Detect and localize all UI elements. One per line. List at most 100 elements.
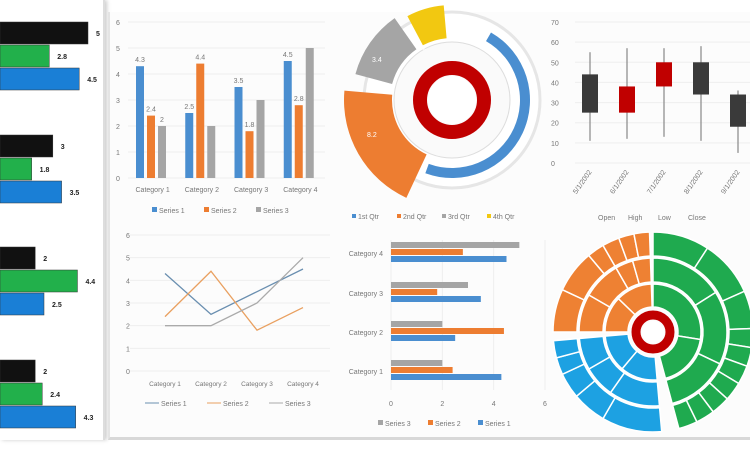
legend-swatch: [442, 214, 446, 218]
hbar: [391, 335, 456, 341]
sunburst-segment: [665, 352, 721, 405]
x-tick-label: Category 3: [241, 381, 273, 388]
legend-label: Series 1: [485, 421, 511, 428]
y-tick-label: 2: [126, 324, 130, 331]
y-tick-label: 40: [551, 80, 559, 87]
sunburst-segment: [578, 335, 611, 371]
line-series: [164, 268, 304, 316]
legend-swatch: [204, 207, 209, 212]
x-tick-label: 6/1/2002: [609, 169, 630, 195]
left-bar: [0, 44, 50, 68]
legend-label: 4th Qtr: [493, 214, 515, 221]
hbar: [391, 367, 453, 373]
left-bar-label: 2: [43, 256, 47, 263]
left-bar-label: 2.5: [52, 302, 62, 309]
column-bar: [294, 105, 303, 178]
y-tick-label: 20: [551, 121, 559, 128]
x-tick-label: 5/1/2002: [572, 169, 593, 195]
x-tick-label: 6: [543, 401, 547, 408]
data-label: 1.8: [245, 122, 255, 129]
legend-label: 1st Qtr: [358, 214, 380, 221]
sunburst-segment: [604, 333, 638, 370]
hbar: [391, 282, 468, 288]
left-bar: [0, 359, 36, 383]
left-bar-label: 4.3: [84, 415, 94, 422]
sunburst-segment: [671, 399, 698, 430]
y-tick-label: 3: [126, 301, 130, 308]
candle-body: [693, 62, 709, 95]
candle-body: [619, 86, 635, 113]
left-bar: [0, 405, 76, 429]
y-tick-label: 30: [551, 101, 559, 108]
y-tick-label: 5: [126, 256, 130, 263]
column-bar: [283, 61, 292, 178]
sunburst-center-ring: [631, 310, 675, 354]
legend-label: Series 3: [285, 401, 311, 408]
hbar: [391, 249, 463, 255]
column-bar: [234, 87, 243, 178]
sunburst-segment: [658, 335, 702, 380]
legend-label: 3rd Qtr: [448, 214, 470, 221]
candle-body: [582, 74, 598, 113]
data-label: 2.4: [146, 107, 156, 114]
x-tick-label: Category 2: [195, 381, 227, 388]
legend-swatch: [352, 214, 356, 218]
legend-label: 2nd Qtr: [403, 214, 427, 221]
left-bar-label: 2.8: [57, 54, 67, 61]
left-bar: [0, 134, 54, 158]
data-label: 3.4: [372, 57, 382, 64]
legend-label: Low: [658, 215, 672, 222]
x-tick-label: Category 1: [149, 381, 181, 388]
x-tick-label: Category 1: [136, 187, 170, 194]
legend-swatch: [428, 420, 433, 425]
left-bar-label: 4.5: [87, 77, 97, 84]
legend-swatch: [397, 214, 401, 218]
y-tick-label: 2: [116, 124, 120, 131]
data-label: 2: [160, 117, 164, 124]
x-tick-label: Category 4: [287, 381, 319, 388]
x-tick-label: 2: [440, 401, 444, 408]
candle-body: [656, 62, 672, 87]
left-bar-label: 1.8: [40, 167, 50, 174]
column-bar: [136, 66, 144, 178]
legend-swatch: [152, 207, 157, 212]
legend-swatch: [378, 420, 383, 425]
y-tick-label: Category 2: [349, 330, 383, 337]
x-tick-label: 7/1/2002: [646, 169, 667, 195]
line-series: [164, 270, 304, 332]
y-tick-label: 4: [116, 72, 120, 79]
data-label: 1.2: [417, 45, 427, 52]
x-tick-label: 9/1/2002: [720, 169, 741, 195]
data-label: 2.8: [294, 96, 304, 103]
column-bar: [305, 48, 314, 178]
y-tick-label: 3: [116, 98, 120, 105]
sunburst-segment: [633, 231, 652, 259]
y-tick-label: 6: [116, 20, 120, 27]
y-tick-label: 10: [551, 141, 559, 148]
left-bar: [0, 180, 62, 204]
line-series: [165, 257, 304, 327]
hbar: [391, 328, 504, 334]
data-label: 3.5: [234, 78, 244, 85]
hbar: [391, 374, 502, 380]
x-tick-label: 4: [492, 401, 496, 408]
y-tick-label: Category 4: [349, 251, 383, 258]
left-bar: [0, 67, 80, 91]
doughnut-slice-2nd-qtr: [344, 90, 427, 198]
legend-label: Series 2: [211, 208, 237, 215]
legend-label: Series 2: [435, 421, 461, 428]
legend-swatch: [256, 207, 261, 212]
y-tick-label: 50: [551, 60, 559, 67]
hbar: [391, 360, 443, 366]
y-tick-label: 1: [126, 346, 130, 353]
left-bar: [0, 382, 43, 406]
column-bar: [245, 131, 254, 178]
legend-label: Open: [598, 215, 615, 222]
y-tick-label: Category 1: [349, 369, 383, 376]
doughnut-slice-4th-qtr: [407, 5, 447, 46]
data-label: 2.5: [184, 104, 194, 111]
sunburst-center-hole: [642, 321, 664, 343]
column-bar: [185, 113, 194, 178]
legend-label: Series 2: [223, 401, 249, 408]
